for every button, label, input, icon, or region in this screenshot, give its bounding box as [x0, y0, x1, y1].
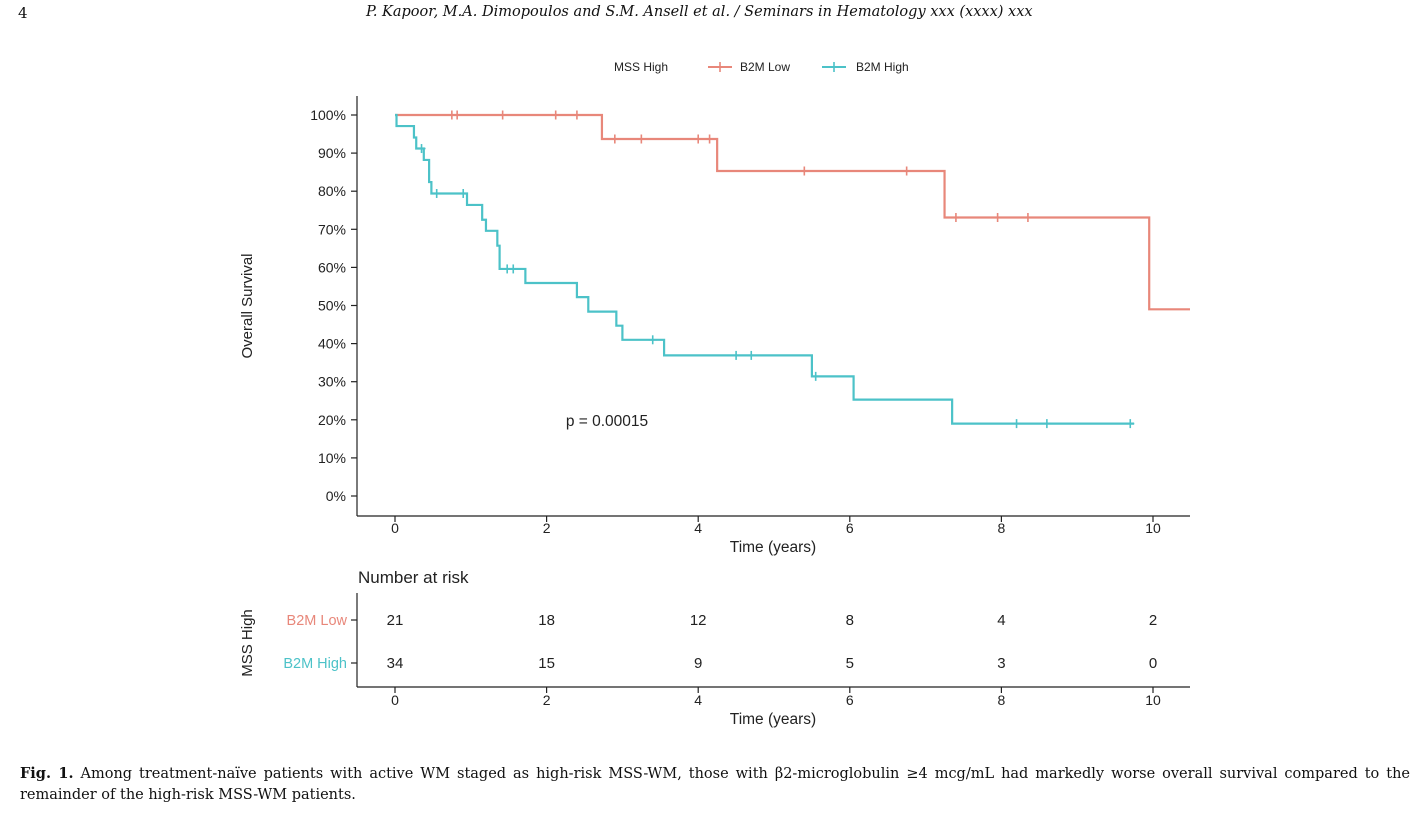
censor-mark-b2m-high [459, 188, 468, 198]
x-tick-label: 2 [543, 520, 551, 536]
x-tick-label: 0 [391, 520, 399, 536]
risk-table-title: Number at risk [358, 568, 469, 587]
x-tick-label: 6 [846, 520, 854, 536]
y-tick-label: 90% [318, 145, 346, 161]
risk-x-tick-label: 2 [543, 692, 551, 708]
legend: MSS High B2M Low B2M High [614, 60, 909, 74]
running-header: P. Kapoor, M.A. Dimopoulos and S.M. Anse… [366, 4, 1033, 20]
y-tick-label: 40% [318, 336, 346, 352]
censor-mark-b2m-high [1012, 419, 1021, 429]
censor-mark-b2m-high [417, 144, 426, 154]
censor-mark-b2m-high [732, 350, 741, 360]
risk-x-tick-label: 10 [1145, 692, 1161, 708]
y-tick-label: 10% [318, 450, 346, 466]
x-tick-label: 8 [998, 520, 1006, 536]
risk-cells: 21 18 12 8 4 2 34 15 9 5 3 0 [387, 612, 1158, 672]
x-tick-label: 4 [694, 520, 702, 536]
x-ticks: 0 2 4 6 8 10 [391, 516, 1161, 536]
risk-table: Number at risk MSS High B2M Low B2M High… [239, 568, 1190, 728]
censor-mark-b2m-low [705, 134, 714, 144]
y-tick-label: 100% [310, 107, 346, 123]
censor-mark-b2m-high [811, 371, 820, 381]
censor-mark-b2m-high [432, 188, 441, 198]
legend-label-b2m-high: B2M High [856, 60, 909, 74]
x-tick-label: 10 [1145, 520, 1161, 536]
figure-caption: Fig. 1. Among treatment-naïve patients w… [20, 763, 1410, 806]
legend-title: MSS High [614, 60, 668, 74]
y-tick-label: 50% [318, 298, 346, 314]
caption-text: Among treatment-naïve patients with acti… [20, 766, 1410, 803]
risk-cell: 8 [846, 612, 854, 629]
risk-row-label-b2m-low: B2M Low [287, 613, 348, 629]
survival-plot: 0% 10% 20% 30% 40% 50% 60% 70% 80% 90% 100% 0 2 4 6 8 1… [239, 96, 1190, 556]
risk-x-tick-label: 6 [846, 692, 854, 708]
y-tick-label: 30% [318, 374, 346, 390]
censor-mark-b2m-low [551, 110, 560, 120]
risk-cell: 2 [1149, 612, 1157, 629]
risk-cell: 21 [387, 612, 404, 629]
censor-mark-b2m-high [648, 335, 657, 345]
y-tick-label: 60% [318, 259, 346, 275]
risk-cell: 4 [997, 612, 1005, 629]
risk-cell: 12 [690, 612, 707, 629]
survival-curve-b2m-low [395, 113, 1190, 311]
censor-mark-b2m-low [951, 212, 960, 222]
kaplan-meier-figure: MSS High B2M Low B2M High 0%10%20%30%40%… [239, 60, 1190, 728]
censor-mark-b2m-low [498, 110, 507, 120]
censor-mark-b2m-low [694, 134, 703, 144]
y-tick-label: 20% [318, 412, 346, 428]
survival-curves [395, 110, 1190, 429]
censor-mark-b2m-low [572, 110, 581, 120]
censor-mark-b2m-low [902, 166, 911, 176]
y-tick-label: 0% [326, 488, 346, 504]
risk-x-tick-label: 4 [694, 692, 702, 708]
y-tick-label: 70% [318, 221, 346, 237]
risk-cell: 15 [538, 655, 555, 672]
risk-cell: 9 [694, 655, 702, 672]
y-tick-label: 80% [318, 183, 346, 199]
risk-cell: 18 [538, 612, 555, 629]
risk-x-tick-label: 0 [391, 692, 399, 708]
x-axis-label: Time (years) [730, 539, 816, 556]
censor-mark-b2m-high [747, 350, 756, 360]
risk-cell: 3 [997, 655, 1005, 672]
y-ticks: 0% 10% 20% 30% 40% 50% 60% 70% 80% 90% 100% [310, 107, 357, 504]
risk-table-y-axis-label: MSS High [239, 609, 256, 677]
risk-cell: 34 [387, 655, 404, 672]
censor-mark-b2m-low [800, 166, 809, 176]
risk-x-tick-label: 8 [998, 692, 1006, 708]
caption-label: Fig. 1. [20, 765, 74, 782]
censor-mark-b2m-low [453, 110, 462, 120]
risk-table-x-axis-label: Time (years) [730, 711, 816, 728]
legend-label-b2m-low: B2M Low [740, 60, 790, 74]
censor-mark-b2m-low [637, 134, 646, 144]
p-value-annotation: p = 0.00015 [566, 413, 648, 430]
censor-mark-b2m-high [1126, 419, 1135, 429]
censor-mark-b2m-high [509, 264, 518, 274]
censor-mark-b2m-high [1042, 419, 1051, 429]
censor-mark-b2m-low [1023, 212, 1032, 222]
y-axis-label: Overall Survival [239, 253, 256, 358]
risk-cell: 0 [1149, 655, 1157, 672]
risk-cell: 5 [846, 655, 854, 672]
page-number: 4 [18, 4, 28, 22]
censor-mark-b2m-low [993, 212, 1002, 222]
censor-mark-b2m-low [610, 134, 619, 144]
risk-row-label-b2m-high: B2M High [283, 656, 347, 672]
risk-table-x-ticks: 0 2 4 6 8 10 [391, 687, 1161, 708]
